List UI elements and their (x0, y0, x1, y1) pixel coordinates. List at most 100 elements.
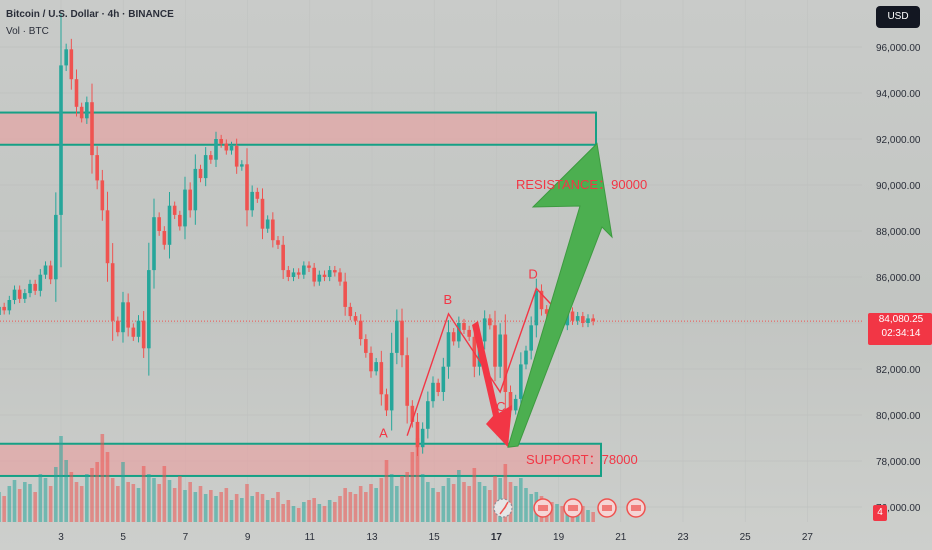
candle[interactable] (74, 79, 79, 107)
candle[interactable] (276, 240, 280, 245)
candle[interactable] (162, 231, 167, 245)
candle[interactable] (544, 309, 549, 314)
candle[interactable] (322, 274, 327, 277)
candles[interactable] (0, 13, 595, 457)
candle[interactable] (524, 350, 528, 365)
candle[interactable] (147, 270, 151, 349)
candle[interactable] (198, 168, 203, 179)
candle[interactable] (172, 205, 177, 215)
candle[interactable] (291, 272, 296, 277)
candle[interactable] (312, 267, 316, 282)
candle[interactable] (183, 189, 187, 227)
price-axis[interactable]: 96,000.00 94,000.00 92,000.00 90,000.00 88,0… (876, 43, 921, 514)
down-arrow[interactable] (472, 321, 512, 448)
candle[interactable] (369, 352, 373, 372)
candle[interactable] (209, 155, 213, 160)
candle[interactable] (441, 366, 446, 392)
candle[interactable] (358, 320, 363, 340)
candle[interactable] (493, 325, 497, 367)
candle[interactable] (28, 283, 32, 294)
candle[interactable] (482, 318, 487, 342)
candle[interactable] (286, 270, 291, 277)
currency-button[interactable]: USD (876, 6, 920, 28)
candle[interactable] (317, 274, 322, 282)
candle[interactable] (203, 155, 208, 179)
support-zone[interactable] (0, 442, 602, 477)
candle[interactable] (467, 329, 471, 337)
candle[interactable] (48, 265, 53, 280)
candle[interactable] (431, 382, 435, 402)
candle[interactable] (0, 306, 1, 315)
candle[interactable] (498, 334, 502, 367)
news-icon[interactable] (493, 498, 513, 518)
candle[interactable] (451, 332, 456, 342)
candle[interactable] (64, 49, 68, 66)
candle[interactable] (534, 290, 539, 326)
candle[interactable] (348, 306, 353, 317)
candle[interactable] (59, 65, 63, 215)
candle[interactable] (302, 265, 306, 275)
candle[interactable] (529, 325, 533, 351)
candle[interactable] (379, 362, 384, 395)
candle[interactable] (131, 327, 136, 337)
candle[interactable] (229, 145, 234, 151)
candle[interactable] (446, 332, 451, 367)
candle[interactable] (255, 191, 260, 199)
candle[interactable] (38, 274, 43, 291)
candle[interactable] (420, 428, 425, 448)
candle[interactable] (271, 219, 275, 241)
candle[interactable] (457, 323, 461, 342)
candle[interactable] (307, 265, 311, 268)
candle[interactable] (234, 145, 239, 167)
candle[interactable] (488, 318, 492, 326)
abcd-pattern-line[interactable] (406, 287, 563, 436)
candle[interactable] (384, 394, 389, 411)
candle[interactable] (7, 300, 12, 311)
candle[interactable] (79, 106, 84, 119)
candle[interactable] (43, 265, 48, 275)
candle[interactable] (224, 143, 229, 151)
candle[interactable] (193, 168, 198, 211)
candle[interactable] (296, 272, 301, 275)
candle[interactable] (121, 302, 125, 333)
candle[interactable] (110, 263, 115, 321)
candle[interactable] (353, 316, 358, 321)
candle[interactable] (343, 281, 347, 307)
volume-legend[interactable]: Vol · BTC (6, 26, 49, 37)
candle[interactable] (570, 311, 575, 321)
candle[interactable] (219, 139, 223, 144)
candle[interactable] (265, 219, 270, 229)
candle[interactable] (90, 102, 94, 156)
candle[interactable] (513, 398, 518, 411)
candle[interactable] (69, 49, 74, 80)
candle[interactable] (100, 180, 105, 211)
candle[interactable] (54, 214, 58, 280)
candle[interactable] (250, 191, 254, 211)
candle[interactable] (152, 217, 156, 271)
candle[interactable] (395, 320, 399, 353)
candle[interactable] (188, 189, 192, 211)
candle[interactable] (85, 102, 89, 119)
candle[interactable] (12, 289, 17, 300)
candle[interactable] (415, 421, 420, 448)
event-markers[interactable] (493, 498, 646, 518)
candle[interactable] (519, 364, 523, 399)
candle[interactable] (157, 217, 161, 231)
candle[interactable] (214, 139, 218, 160)
candle[interactable] (167, 205, 172, 245)
candle[interactable] (400, 320, 404, 356)
resistance-zone[interactable] (0, 111, 597, 146)
up-arrow[interactable] (507, 142, 613, 448)
candle[interactable] (586, 318, 590, 323)
candle[interactable] (338, 272, 342, 282)
candle[interactable] (374, 362, 378, 372)
candle[interactable] (389, 352, 394, 411)
candle[interactable] (95, 155, 99, 181)
candle[interactable] (116, 320, 120, 333)
candle[interactable] (17, 289, 22, 299)
candle[interactable] (462, 323, 466, 330)
candle[interactable] (105, 210, 110, 264)
candle[interactable] (591, 318, 595, 322)
